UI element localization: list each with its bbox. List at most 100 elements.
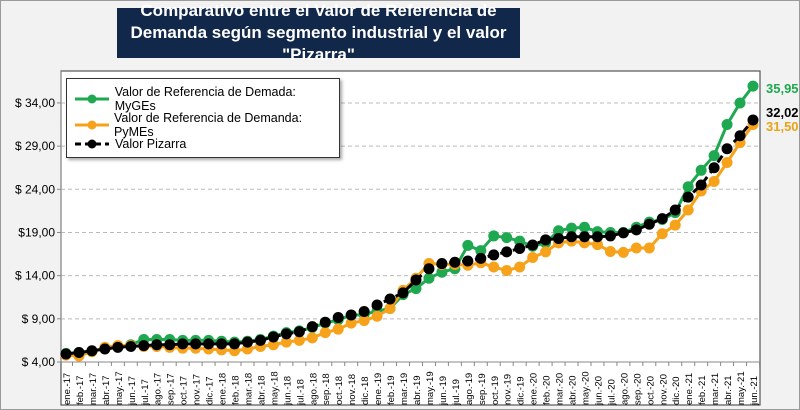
x-tick-label: ago.-20: [619, 373, 630, 405]
data-point: [721, 119, 733, 131]
data-point: [708, 150, 720, 162]
data-point: [267, 331, 279, 343]
x-tick-label: ene.-21: [684, 373, 695, 405]
data-point: [151, 339, 163, 351]
data-point: [384, 302, 396, 314]
x-tick-label: jun.-20: [593, 376, 604, 406]
data-point: [293, 334, 305, 346]
legend-item-mygEs: Valor de Referencia de Demada: MyGEs: [73, 85, 339, 113]
data-point: [695, 179, 707, 191]
legend-label: Valor de Referencia de Demada: MyGEs: [114, 85, 296, 113]
x-tick-label: jul.-18: [295, 379, 306, 406]
legend-marker-black: [75, 139, 109, 149]
y-tick-label: $19,00: [18, 225, 55, 239]
data-point: [488, 230, 500, 242]
legend-item-pizarra: Valor Pizarra: [73, 137, 186, 151]
legend-marker-green: [75, 94, 109, 104]
x-tick-label: ene.-18: [218, 373, 229, 405]
x-tick-label: oct.-17: [179, 376, 190, 405]
data-point: [358, 315, 370, 327]
x-tick-label: dic.-18: [360, 376, 371, 405]
data-point: [73, 347, 85, 359]
data-point: [721, 157, 733, 169]
data-point: [177, 338, 189, 350]
x-tick-label: jun.-19: [438, 376, 449, 406]
x-tick-label: ene.-17: [62, 373, 73, 405]
data-point: [578, 221, 590, 233]
data-point: [747, 114, 759, 126]
data-point: [86, 345, 98, 357]
data-point: [656, 213, 668, 225]
end-label-mygEs: 35,95: [766, 81, 799, 96]
x-tick-label: abr.-18: [256, 375, 267, 405]
x-tick-label: ago.-19: [464, 373, 475, 405]
x-tick-label: dic.-17: [205, 376, 216, 405]
data-point: [138, 340, 150, 352]
x-tick-label: nov.-17: [192, 374, 203, 405]
data-point: [267, 339, 279, 351]
x-tick-label: jul.-19: [451, 379, 462, 406]
data-point: [682, 204, 694, 216]
data-point: [190, 338, 202, 350]
data-point: [345, 317, 357, 329]
data-point: [501, 232, 513, 244]
data-point: [462, 239, 474, 251]
data-point: [449, 256, 461, 268]
data-point: [397, 287, 409, 299]
data-point: [423, 263, 435, 275]
data-point: [306, 321, 318, 333]
data-point: [630, 242, 642, 254]
legend-label: Valor Pizarra: [115, 137, 187, 151]
data-point: [734, 130, 746, 142]
data-point: [229, 338, 241, 350]
x-tick-label: dic.-20: [671, 376, 682, 405]
data-point: [708, 176, 720, 188]
x-tick-label: nov.-18: [347, 374, 358, 405]
data-point: [293, 326, 305, 338]
data-point: [630, 224, 642, 236]
series-line: [65, 119, 755, 356]
x-tick-label: ago.-18: [308, 373, 319, 405]
data-point: [216, 338, 228, 350]
x-tick-label: feb.-19: [386, 375, 397, 405]
x-tick-label: feb.-18: [231, 375, 242, 405]
x-tick-label: oct.-18: [334, 376, 345, 405]
data-point: [553, 225, 565, 237]
data-point: [384, 293, 396, 305]
data-point: [695, 164, 707, 176]
data-point: [358, 305, 370, 317]
data-point: [475, 245, 487, 257]
legend-marker-orange: [75, 120, 109, 130]
data-point: [591, 239, 603, 251]
data-point: [254, 334, 266, 346]
data-point: [540, 234, 552, 246]
data-point: [566, 222, 578, 234]
data-point: [669, 219, 681, 231]
data-point: [371, 310, 383, 322]
data-point: [643, 242, 655, 254]
x-tick-label: mar.-20: [555, 373, 566, 405]
data-point: [682, 181, 694, 193]
x-tick-label: sep.-20: [632, 373, 643, 405]
data-point: [540, 246, 552, 258]
data-point: [410, 283, 422, 295]
data-point: [514, 242, 526, 254]
x-tick-label: jun.-17: [127, 376, 138, 406]
chart-title: Comparativo entre el Valor de Referencia…: [117, 1, 520, 64]
data-point: [423, 272, 435, 284]
legend-item-pymes: Valor de Referencia de Demanda: PyMEs: [73, 111, 339, 139]
x-tick-label: mar.-19: [399, 373, 410, 405]
data-point: [527, 239, 539, 251]
x-tick-label: ago.-17: [153, 373, 164, 405]
x-tick-label: sep.-19: [477, 373, 488, 405]
y-tick-label: $ 29,00: [15, 139, 55, 153]
end-label-pizarra: 32,02: [766, 105, 799, 120]
x-tick-label: feb.-17: [75, 375, 86, 405]
data-point: [514, 261, 526, 273]
x-tick-label: oct.-20: [645, 376, 656, 405]
x-tick-label: jul.-20: [606, 379, 617, 406]
data-point: [734, 97, 746, 109]
data-point: [553, 233, 565, 245]
x-tick-label: sep.-18: [321, 373, 332, 405]
